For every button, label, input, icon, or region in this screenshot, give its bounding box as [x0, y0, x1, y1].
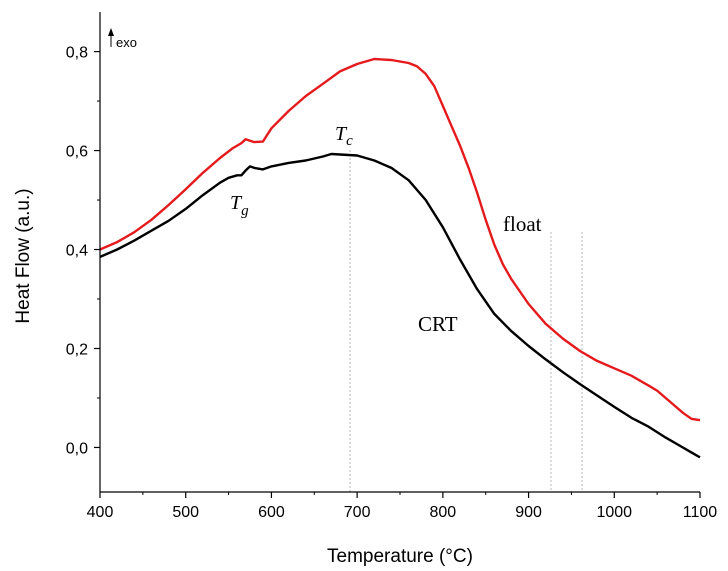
y-ticks: 0,0 0,2 0,4 0,6 0,8 [66, 45, 100, 457]
x-axis-title: Temperature (°C) [327, 546, 473, 567]
series-line-float [99, 57, 701, 422]
series-label-crt: CRT [418, 312, 458, 336]
series-line-crt [99, 152, 701, 459]
x-tick-label: 500 [172, 504, 199, 521]
exo-indicator: exo [108, 28, 137, 50]
y-tick-label: 0,8 [66, 45, 88, 62]
y-tick-label: 0,6 [66, 144, 88, 161]
y-tick-label: 0,0 [66, 440, 88, 457]
tc-label: Tc [335, 123, 353, 149]
x-tick-label: 1000 [596, 504, 632, 521]
x-tick-label: 800 [430, 504, 457, 521]
exo-label: exo [116, 35, 137, 50]
x-tick-label: 400 [87, 504, 114, 521]
axes [99, 12, 700, 493]
x-tick-label: 1100 [683, 504, 718, 521]
guide-lines [349, 150, 583, 492]
series-layer [99, 57, 701, 459]
x-tick-label: 700 [344, 504, 371, 521]
x-tick-label: 900 [515, 504, 542, 521]
y-tick-label: 0,2 [66, 341, 88, 358]
x-tick-label: 600 [258, 504, 285, 521]
tg-label: Tg [230, 192, 249, 219]
exo-arrowhead-icon [108, 28, 114, 36]
series-label-float: float [503, 212, 542, 236]
y-axis-title: Heat Flow (a.u.) [13, 188, 34, 323]
x-ticks: 400 500 600 700 800 900 1000 1100 [87, 492, 718, 521]
y-tick-label: 0,4 [66, 243, 88, 260]
